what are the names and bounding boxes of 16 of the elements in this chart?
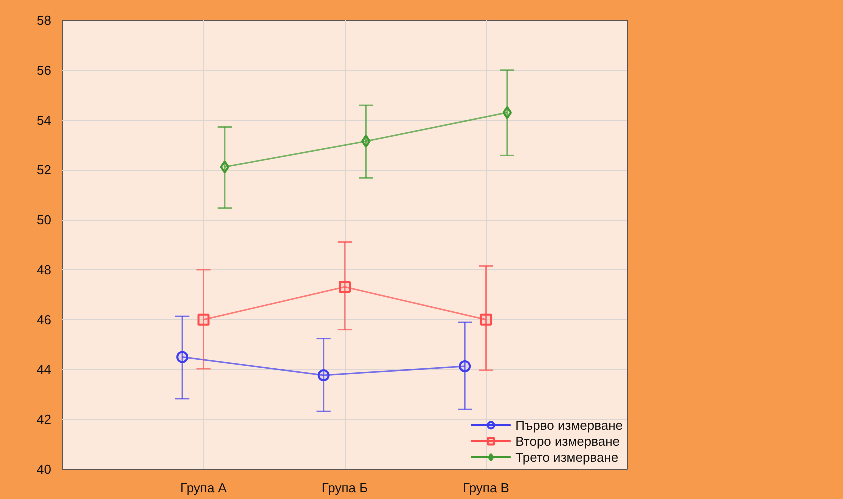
y-tick-label: 54	[37, 112, 52, 128]
y-tick-label: 50	[37, 212, 52, 228]
y-tick-label: 44	[37, 362, 52, 378]
y-tick-label: 52	[37, 162, 52, 178]
legend-label: Трето измерване	[516, 449, 619, 465]
legend-label: Второ измерване	[516, 433, 620, 449]
x-tick-label: Група А	[180, 480, 228, 496]
x-tick-label: Група В	[463, 480, 510, 496]
y-tick-label: 58	[37, 13, 52, 28]
y-tick-label: 42	[37, 412, 52, 428]
legend-label: Първо измерване	[516, 417, 623, 433]
x-tick-label: Група Б	[322, 480, 368, 496]
y-tick-label: 40	[37, 462, 52, 477]
y-tick-label: 56	[37, 62, 52, 78]
y-tick-label: 46	[37, 312, 52, 328]
y-tick-label: 48	[37, 262, 52, 278]
